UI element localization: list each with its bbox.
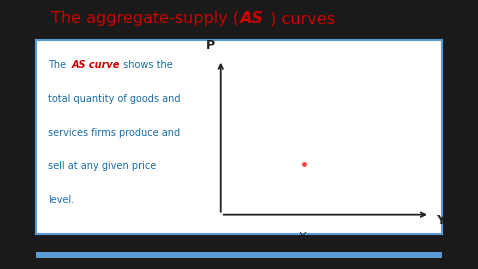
Text: Y: Y (436, 214, 445, 227)
Text: total quantity of goods and: total quantity of goods and (48, 94, 181, 104)
Text: ) curves: ) curves (265, 11, 335, 26)
Text: The aggregate-supply (: The aggregate-supply ( (51, 11, 239, 26)
Text: services firms produce and: services firms produce and (48, 128, 180, 137)
Text: shows the: shows the (120, 60, 172, 70)
Text: level.: level. (48, 195, 74, 205)
Text: $Y_n$: $Y_n$ (298, 230, 311, 244)
Text: P: P (206, 39, 215, 52)
Text: The: The (48, 60, 69, 70)
Text: AS: AS (239, 11, 263, 26)
Text: AS curve: AS curve (72, 60, 120, 70)
Text: sell at any given price: sell at any given price (48, 161, 156, 171)
